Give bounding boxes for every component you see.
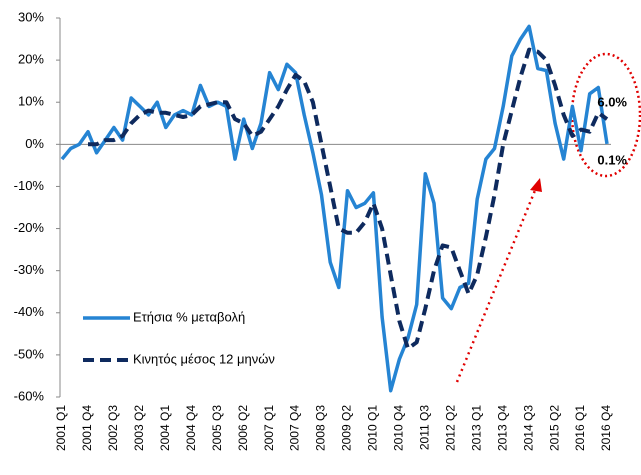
series-line	[60, 24, 609, 393]
x-tick-label: 2002 Q3	[106, 405, 120, 451]
x-tick-label: 2015 Q2	[547, 405, 561, 451]
x-tick-label: 2010 Q4	[392, 405, 406, 451]
x-tick-label: 2016 Q4	[599, 405, 613, 451]
x-tick-label: 2001 Q1	[54, 405, 68, 451]
x-tick-label: 2006 Q2	[236, 405, 250, 451]
y-tick-label: 20%	[18, 52, 44, 67]
x-tick-label: 2016 Q1	[573, 405, 587, 451]
x-tick-label: 2005 Q3	[210, 405, 224, 451]
x-tick-label: 2001 Q4	[80, 405, 94, 451]
x-tick-label: 2003 Q2	[132, 405, 146, 451]
x-tick-label: 2010 Q1	[366, 405, 380, 451]
highlight-ellipse	[570, 52, 641, 178]
y-tick-label: -50%	[14, 346, 45, 361]
y-tick-label: 10%	[18, 94, 44, 109]
x-tick-label: 2009 Q2	[340, 405, 354, 451]
x-tick-label: 2004 Q4	[184, 405, 198, 451]
y-tick-label: -40%	[14, 304, 45, 319]
legend-label: Κινητός μέσος 12 μηνών	[133, 351, 275, 366]
x-tick-label: 2014 Q3	[521, 405, 535, 451]
x-tick-label: 2007 Q1	[262, 405, 276, 451]
x-tick-label: 2013 Q1	[469, 405, 483, 451]
y-tick-label: -30%	[14, 262, 45, 277]
y-tick-label: 0%	[25, 136, 44, 151]
annotation: 0.1%	[597, 152, 627, 167]
x-tick-label: 2008 Q3	[314, 405, 328, 451]
x-tick-label: 2007 Q4	[288, 405, 302, 451]
arrow-line	[455, 187, 538, 383]
x-tick-label: 2011 Q3	[418, 405, 432, 450]
legend-label: Ετήσια % μεταβολή	[133, 309, 245, 324]
y-tick-label: 30%	[18, 9, 44, 24]
series-line	[88, 47, 609, 351]
x-tick-label: 2004 Q1	[158, 405, 172, 451]
x-tick-label: 2012 Q2	[443, 405, 457, 451]
y-tick-label: -60%	[14, 388, 45, 403]
arrow-head	[530, 178, 542, 192]
x-tick-label: 2013 Q4	[495, 405, 509, 451]
y-tick-label: -10%	[14, 178, 45, 193]
annotation: 6.0%	[597, 95, 627, 110]
y-tick-label: -20%	[14, 220, 45, 235]
